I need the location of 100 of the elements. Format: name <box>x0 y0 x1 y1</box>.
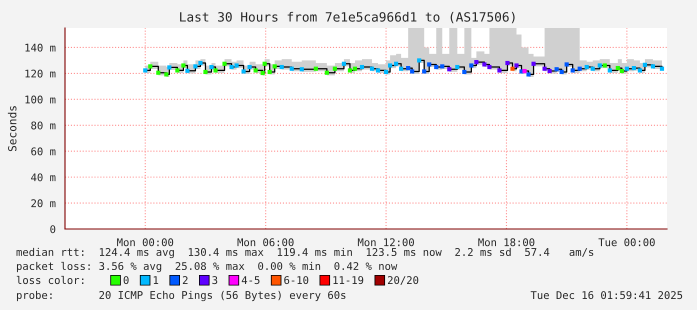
point <box>406 66 410 70</box>
point <box>394 62 398 66</box>
point <box>262 62 267 66</box>
legend-label: 11-19 <box>333 276 364 284</box>
legend-label: 0 <box>124 276 129 284</box>
point <box>624 66 629 71</box>
point <box>185 68 190 73</box>
point <box>360 64 364 70</box>
point <box>598 63 602 68</box>
point <box>324 70 329 75</box>
point <box>514 63 519 68</box>
text: probe: 20 ICMP Echo Pings (56 Bytes) every 60s <box>16 290 346 302</box>
point <box>410 69 414 74</box>
point <box>522 68 527 74</box>
point <box>564 62 569 67</box>
point <box>469 63 474 68</box>
point <box>314 66 318 71</box>
point <box>510 66 515 71</box>
point <box>260 70 265 76</box>
point <box>203 70 208 74</box>
point <box>620 68 624 74</box>
point <box>156 70 160 75</box>
point <box>548 68 552 74</box>
x-tick-label: Mon 06:00 <box>238 238 294 246</box>
point <box>482 62 486 67</box>
y-tick-label: 140 m <box>25 44 56 52</box>
point <box>422 69 426 74</box>
point <box>388 63 392 68</box>
point <box>590 66 595 71</box>
point <box>487 64 492 70</box>
x-tick-label: Mon 12:00 <box>358 238 414 246</box>
point <box>632 66 636 70</box>
point <box>175 68 180 72</box>
y-tick-label: 100 m <box>25 96 56 104</box>
point <box>447 67 452 72</box>
y-tick-label: 40 m <box>31 173 56 182</box>
point <box>352 66 358 71</box>
point <box>222 62 227 66</box>
point <box>384 70 388 74</box>
y-axis-title: Seconds <box>8 106 16 152</box>
point <box>660 66 664 71</box>
point <box>248 64 252 70</box>
point <box>254 68 258 72</box>
point <box>584 64 589 70</box>
point <box>417 58 422 63</box>
text: median rtt: 124.4 ms avg 130.4 ms max 119.4 ms min 123.5 ms now 2.2 ms sd 57.4 am/s <box>16 248 594 258</box>
legend-label: 1 <box>154 276 158 284</box>
legend-label: 4-5 <box>242 276 260 284</box>
point <box>342 62 346 66</box>
x-tick-label: Mon 00:00 <box>117 238 174 246</box>
point <box>497 68 502 72</box>
point <box>290 66 294 71</box>
point <box>427 62 432 67</box>
point <box>602 63 607 68</box>
point <box>167 65 172 70</box>
point <box>332 66 337 71</box>
point <box>542 66 547 71</box>
point <box>455 64 460 70</box>
point <box>642 62 648 67</box>
y-tick-label: 0 <box>50 225 56 234</box>
point <box>434 64 438 70</box>
point <box>198 60 203 66</box>
point <box>554 67 559 72</box>
point <box>280 64 284 70</box>
legend-label: 2 <box>182 276 188 284</box>
chart-title: Last 30 Hours from 7e1e5ca966d1 to (AS17506) <box>180 12 515 24</box>
point <box>242 69 246 74</box>
text: packet loss: 3.56 % avg 25.08 % max 0.00 % min 0.42 % now <box>16 262 398 272</box>
point <box>229 64 234 70</box>
point <box>148 64 152 68</box>
point <box>193 64 198 68</box>
point <box>234 63 239 68</box>
point <box>650 64 656 68</box>
point <box>531 62 536 66</box>
y-tick-label: 20 m <box>31 199 56 208</box>
point <box>462 70 466 74</box>
point <box>143 68 148 72</box>
point <box>181 63 186 68</box>
legend-title: loss color: <box>16 276 84 284</box>
point <box>300 67 304 72</box>
point <box>268 70 272 74</box>
point <box>348 68 352 72</box>
point <box>376 68 380 72</box>
point <box>616 66 620 70</box>
point <box>608 68 612 72</box>
point <box>272 64 277 68</box>
legend-label: 3 <box>212 276 218 284</box>
x-tick-label: Mon 18:00 <box>478 238 534 246</box>
point <box>638 68 642 72</box>
point <box>526 72 531 77</box>
point <box>164 72 168 77</box>
point <box>213 68 218 72</box>
point <box>370 66 374 71</box>
y-tick-label: 120 m <box>25 70 56 78</box>
y-tick-label: 80 m <box>31 121 56 130</box>
point <box>570 68 575 72</box>
point <box>560 70 564 74</box>
point <box>440 64 444 68</box>
point <box>209 64 214 70</box>
x-tick-label: Tue 00:00 <box>598 238 655 246</box>
